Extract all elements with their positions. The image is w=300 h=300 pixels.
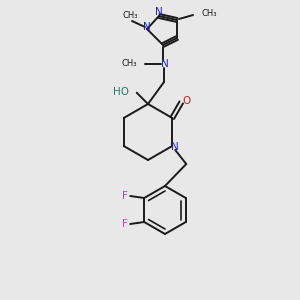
- Text: O: O: [182, 96, 190, 106]
- Text: N: N: [171, 142, 179, 152]
- Text: CH₃: CH₃: [122, 11, 138, 20]
- Text: F: F: [122, 191, 128, 201]
- Text: F: F: [122, 219, 128, 229]
- Text: HO: HO: [113, 87, 129, 97]
- Text: N: N: [161, 59, 169, 69]
- Text: CH₃: CH₃: [201, 10, 217, 19]
- Text: CH₃: CH₃: [122, 59, 137, 68]
- Text: N: N: [155, 7, 163, 17]
- Text: N: N: [143, 22, 151, 32]
